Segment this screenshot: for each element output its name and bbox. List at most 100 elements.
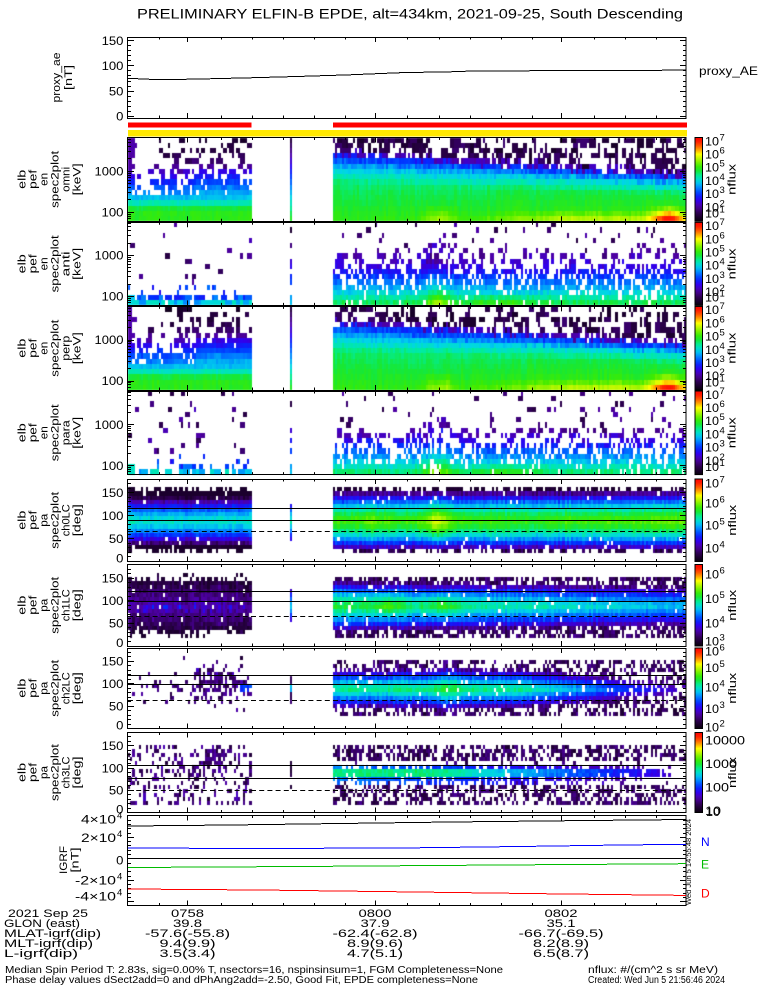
svg-text:10: 10 [705, 518, 719, 532]
svg-text:50: 50 [109, 783, 124, 797]
svg-text:[deg]: [deg] [72, 589, 84, 621]
svg-text:10: 10 [705, 246, 719, 260]
svg-text:4: 4 [720, 539, 725, 550]
svg-text:elb: elb [17, 596, 29, 615]
svg-text:1: 1 [720, 205, 725, 216]
svg-text:pef: pef [28, 762, 40, 782]
svg-text:10: 10 [705, 388, 719, 402]
svg-text:spec2plot: spec2plot [50, 744, 62, 801]
svg-text:10: 10 [705, 316, 719, 330]
svg-text:6: 6 [720, 146, 725, 157]
svg-text:anti: anti [61, 251, 73, 276]
svg-text:5: 5 [720, 659, 725, 670]
svg-text:Median Spin Period T: 2.83s, s: Median Spin Period T: 2.83s, sig=0.00% T… [5, 965, 503, 976]
svg-text:spec2plot: spec2plot [50, 235, 62, 292]
svg-text:10: 10 [705, 369, 719, 383]
svg-text:4: 4 [720, 425, 725, 436]
svg-text:10: 10 [705, 454, 719, 468]
svg-text:10: 10 [705, 343, 719, 357]
svg-text:3.5(3.4): 3.5(3.4) [160, 948, 216, 960]
svg-text:en: en [39, 426, 51, 439]
svg-text:4: 4 [117, 829, 122, 840]
svg-text:omni: omni [61, 167, 73, 192]
svg-text:ch0LC: ch0LC [61, 504, 73, 536]
svg-text:nflux: nflux [727, 332, 739, 364]
svg-text:150: 150 [102, 655, 124, 669]
svg-text:pef: pef [28, 338, 40, 358]
svg-text:6: 6 [720, 314, 725, 325]
svg-text:[keV]: [keV] [72, 163, 84, 195]
svg-text:10: 10 [705, 161, 719, 175]
svg-text:100: 100 [102, 290, 124, 304]
svg-text:4×10: 4×10 [81, 813, 116, 827]
svg-text:3: 3 [720, 185, 725, 196]
svg-text:elb: elb [17, 511, 29, 530]
svg-text:0: 0 [116, 854, 124, 868]
svg-text:6: 6 [720, 494, 725, 505]
svg-text:para: para [61, 419, 73, 445]
svg-text:6: 6 [720, 643, 725, 654]
svg-text:10: 10 [705, 272, 719, 286]
svg-text:spec2plot: spec2plot [50, 320, 62, 377]
svg-text:en: en [39, 257, 51, 270]
svg-text:150: 150 [102, 486, 124, 500]
svg-text:35.1: 35.1 [547, 918, 576, 930]
svg-text:nflux: nflux [727, 248, 739, 280]
svg-text:nflux: nflux [727, 756, 739, 788]
svg-text:7: 7 [720, 301, 725, 312]
svg-text:10: 10 [705, 219, 719, 233]
svg-text:[nT]: [nT] [63, 65, 75, 90]
svg-text:50: 50 [109, 532, 124, 546]
svg-text:[deg]: [deg] [72, 504, 84, 536]
svg-text:spec2plot: spec2plot [50, 660, 62, 717]
svg-text:ch2LC: ch2LC [61, 672, 73, 704]
svg-text:2: 2 [720, 452, 725, 463]
svg-text:nflux: nflux [727, 417, 739, 449]
svg-text:PRELIMINARY ELFIN-B EPDE, alt=: PRELIMINARY ELFIN-B EPDE, alt=434km, 202… [137, 7, 683, 22]
svg-text:0: 0 [116, 636, 124, 650]
svg-text:Created: Wed Jun 5 21:56:46 2: Created: Wed Jun 5 21:56:46 2024 [588, 975, 725, 986]
svg-text:[deg]: [deg] [72, 757, 84, 789]
svg-text:1000: 1000 [95, 333, 124, 347]
svg-text:D: D [701, 887, 710, 901]
svg-text:elb: elb [17, 679, 29, 698]
svg-text:10: 10 [705, 285, 719, 299]
svg-text:3: 3 [720, 632, 725, 643]
svg-text:nflux: nflux [727, 504, 739, 536]
svg-text:Phase delay values dSect2add=0: Phase delay values dSect2add=0 and dPhAn… [5, 975, 478, 986]
svg-text:en: en [39, 342, 51, 355]
svg-text:10: 10 [705, 187, 719, 201]
svg-text:pef: pef [28, 678, 40, 698]
svg-text:8.2(8.9): 8.2(8.9) [533, 938, 589, 950]
svg-text:pef: pef [28, 422, 40, 442]
svg-text:E: E [701, 858, 709, 872]
svg-text:6: 6 [720, 230, 725, 241]
svg-text:6: 6 [720, 399, 725, 410]
svg-text:5: 5 [720, 159, 725, 170]
svg-text:10: 10 [705, 804, 721, 818]
svg-text:10: 10 [705, 375, 719, 389]
svg-text:10: 10 [705, 200, 719, 214]
svg-text:4: 4 [720, 257, 725, 268]
svg-text:10: 10 [705, 232, 719, 246]
svg-text:4: 4 [117, 872, 122, 883]
svg-text:10: 10 [706, 805, 720, 819]
svg-text:10: 10 [705, 702, 719, 716]
svg-text:proxy_ae: proxy_ae [51, 53, 63, 103]
svg-text:1000: 1000 [95, 418, 124, 432]
svg-text:10: 10 [705, 681, 719, 695]
svg-text:[keV]: [keV] [72, 417, 84, 449]
svg-text:10: 10 [705, 661, 719, 675]
svg-text:10: 10 [705, 617, 719, 631]
svg-text:1: 1 [720, 373, 725, 384]
svg-text:4: 4 [720, 341, 725, 352]
svg-text:150: 150 [102, 34, 124, 48]
svg-text:10: 10 [705, 259, 719, 273]
svg-text:N: N [701, 835, 710, 849]
svg-text:perp: perp [61, 336, 73, 361]
svg-text:5: 5 [720, 244, 725, 255]
svg-text:5: 5 [720, 328, 725, 339]
svg-text:7: 7 [720, 132, 725, 143]
svg-text:spec2plot: spec2plot [50, 404, 62, 461]
svg-text:pa: pa [39, 681, 51, 695]
